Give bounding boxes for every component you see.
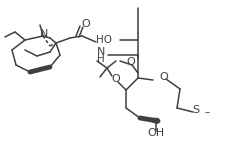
Text: O: O	[126, 57, 135, 67]
Text: N: N	[40, 29, 48, 39]
Text: N: N	[96, 47, 105, 57]
Text: –: –	[203, 107, 209, 117]
Text: S: S	[191, 105, 199, 115]
Text: OH: OH	[147, 128, 164, 138]
Polygon shape	[139, 118, 158, 124]
Text: O: O	[111, 74, 120, 84]
Text: HO: HO	[96, 35, 112, 45]
Text: O: O	[81, 19, 90, 29]
Text: H: H	[97, 54, 104, 64]
Text: O: O	[159, 72, 168, 82]
